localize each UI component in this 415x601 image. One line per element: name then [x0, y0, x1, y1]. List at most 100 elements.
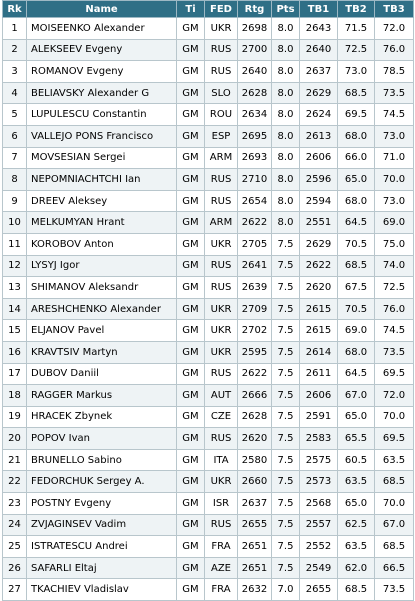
header-tb1[interactable]: TB1	[299, 0, 338, 18]
player-name-cell: KRAVTSIV Martyn	[26, 340, 177, 364]
rating-cell: 2622	[237, 211, 272, 234]
tb1-cell: 2591	[299, 405, 338, 429]
player-name-cell: SAFARLI Eltaj	[26, 556, 177, 580]
title-cell: GM	[176, 276, 205, 299]
table-row: 13 SHIMANOV Aleksandr GM RUS 2639 7.5 2620 67.5…	[2, 276, 414, 299]
points-cell: 7.5	[271, 448, 300, 472]
federation-cell: SLO	[204, 81, 238, 105]
player-name-cell: FEDORCHUK Sergey A.	[26, 470, 177, 494]
player-name-cell: BELIAVSKY Alexander G	[26, 81, 177, 105]
tb1-cell: 2624	[299, 103, 338, 126]
rank-cell: 14	[2, 297, 27, 321]
tb3-cell: 72.0	[374, 17, 414, 40]
tb2-cell: 70.5	[337, 232, 375, 256]
federation-cell: ROU	[204, 103, 238, 126]
table-row: 23 POSTNY Evgeny GM ISR 2637 7.5 2568 65.0 70.0	[2, 492, 414, 515]
points-cell: 8.0	[271, 17, 300, 40]
header-name[interactable]: Name	[26, 0, 177, 18]
federation-cell: RUS	[204, 427, 238, 450]
points-cell: 8.0	[271, 211, 300, 234]
rank-cell: 17	[2, 362, 27, 386]
player-name-cell: ISTRATESCU Andrei	[26, 535, 177, 558]
title-cell: GM	[176, 38, 205, 62]
table-row: 16 KRAVTSIV Martyn GM UKR 2595 7.5 2614 68.0 73.…	[2, 340, 414, 364]
tb1-cell: 2629	[299, 232, 338, 256]
federation-cell: FRA	[204, 578, 238, 601]
tb3-cell: 67.0	[374, 513, 414, 537]
rank-cell: 22	[2, 470, 27, 494]
rank-cell: 15	[2, 319, 27, 342]
player-name-cell: KOROBOV Anton	[26, 232, 177, 256]
player-name-cell: VALLEJO PONS Francisco	[26, 124, 177, 148]
points-cell: 8.0	[271, 124, 300, 148]
title-cell: GM	[176, 124, 205, 148]
tb3-cell: 69.5	[374, 362, 414, 386]
tb3-cell: 69.5	[374, 427, 414, 450]
title-cell: GM	[176, 211, 205, 234]
header-title[interactable]: Ti	[176, 0, 205, 18]
points-cell: 8.0	[271, 81, 300, 105]
header-rating[interactable]: Rtg	[237, 0, 272, 18]
title-cell: GM	[176, 168, 205, 191]
tb2-cell: 64.5	[337, 211, 375, 234]
rating-cell: 2700	[237, 38, 272, 62]
rank-cell: 16	[2, 340, 27, 364]
rating-cell: 2655	[237, 513, 272, 537]
rank-cell: 26	[2, 556, 27, 580]
rating-cell: 2580	[237, 448, 272, 472]
tb2-cell: 67.5	[337, 276, 375, 299]
federation-cell: ESP	[204, 124, 238, 148]
rating-cell: 2639	[237, 276, 272, 299]
federation-cell: UKR	[204, 319, 238, 342]
player-name-cell: MELKUMYAN Hrant	[26, 211, 177, 234]
rank-cell: 25	[2, 535, 27, 558]
tb3-cell: 76.0	[374, 38, 414, 62]
tb3-cell: 71.0	[374, 146, 414, 170]
table-row: 2 ALEKSEEV Evgeny GM RUS 2700 8.0 2640 72.5 76.0	[2, 38, 414, 62]
rating-cell: 2705	[237, 232, 272, 256]
header-tb3[interactable]: TB3	[374, 0, 414, 18]
rating-cell: 2641	[237, 254, 272, 278]
rank-cell: 5	[2, 103, 27, 126]
tb2-cell: 62.0	[337, 556, 375, 580]
federation-cell: FRA	[204, 535, 238, 558]
player-name-cell: NEPOMNIACHTCHI Ian	[26, 168, 177, 191]
player-name-cell: ZVJAGINSEV Vadim	[26, 513, 177, 537]
table-row: 14 ARESHCHENKO Alexander GM UKR 2709 7.5 2615 7…	[2, 297, 414, 321]
federation-cell: RUS	[204, 189, 238, 213]
points-cell: 7.5	[271, 297, 300, 321]
rating-cell: 2628	[237, 405, 272, 429]
player-name-cell: DUBOV Daniil	[26, 362, 177, 386]
header-federation[interactable]: FED	[204, 0, 238, 18]
tb1-cell: 2615	[299, 319, 338, 342]
title-cell: GM	[176, 103, 205, 126]
rank-cell: 24	[2, 513, 27, 537]
points-cell: 8.0	[271, 60, 300, 83]
points-cell: 8.0	[271, 189, 300, 213]
table-row: 12 LYSYJ Igor GM RUS 2641 7.5 2622 68.5 74.0	[2, 254, 414, 278]
tb2-cell: 63.5	[337, 470, 375, 494]
player-name-cell: LYSYJ Igor	[26, 254, 177, 278]
rank-cell: 7	[2, 146, 27, 170]
points-cell: 7.5	[271, 535, 300, 558]
rank-cell: 8	[2, 168, 27, 191]
tb2-cell: 68.5	[337, 254, 375, 278]
header-rk[interactable]: Rk	[2, 0, 27, 18]
tb1-cell: 2614	[299, 340, 338, 364]
tb2-cell: 68.0	[337, 189, 375, 213]
points-cell: 8.0	[271, 38, 300, 62]
tb2-cell: 65.0	[337, 168, 375, 191]
tb3-cell: 70.0	[374, 405, 414, 429]
tb3-cell: 73.0	[374, 124, 414, 148]
player-name-cell: TKACHIEV Vladislav	[26, 578, 177, 601]
rank-cell: 3	[2, 60, 27, 83]
tb1-cell: 2557	[299, 513, 338, 537]
rating-cell: 2637	[237, 492, 272, 515]
tb2-cell: 65.0	[337, 492, 375, 515]
tb1-cell: 2637	[299, 60, 338, 83]
header-tb2[interactable]: TB2	[337, 0, 375, 18]
header-points[interactable]: Pts	[271, 0, 300, 18]
rating-cell: 2634	[237, 103, 272, 126]
rank-cell: 6	[2, 124, 27, 148]
points-cell: 7.5	[271, 362, 300, 386]
